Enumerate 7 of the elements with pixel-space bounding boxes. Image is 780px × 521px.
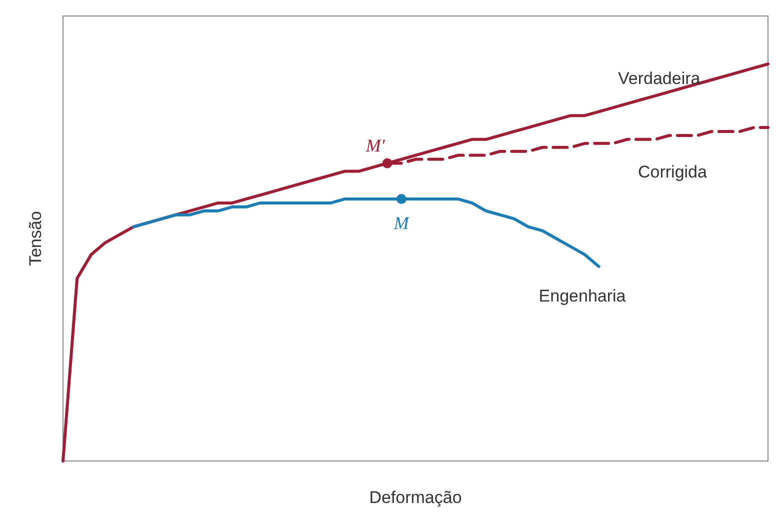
series-label: Corrigida bbox=[638, 162, 708, 182]
x-axis-title: Deformação bbox=[369, 488, 462, 507]
series-label: Verdadeira bbox=[618, 69, 701, 88]
series-label: Engenharia bbox=[538, 286, 626, 306]
annotation: M′ bbox=[364, 135, 386, 156]
y-axis-title: Tensão bbox=[26, 211, 45, 266]
annotation: M bbox=[392, 212, 410, 233]
